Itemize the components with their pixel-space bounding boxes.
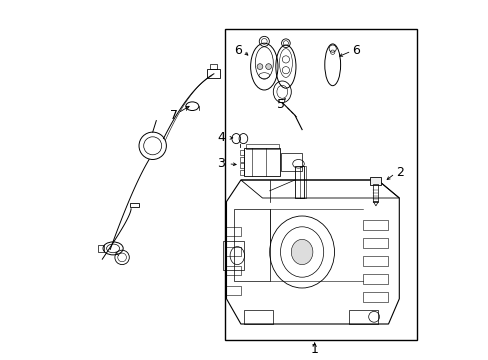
Bar bbox=[226, 286, 241, 295]
Bar bbox=[239, 163, 244, 168]
Bar bbox=[239, 157, 244, 162]
Bar bbox=[223, 241, 244, 270]
Bar bbox=[130, 203, 139, 207]
Ellipse shape bbox=[265, 64, 271, 69]
Bar bbox=[373, 184, 378, 202]
Bar bbox=[246, 144, 278, 149]
Text: 3: 3 bbox=[217, 157, 225, 170]
Text: 1: 1 bbox=[310, 343, 318, 356]
Bar bbox=[294, 166, 303, 198]
Text: 2: 2 bbox=[395, 166, 403, 179]
Bar bbox=[226, 227, 241, 236]
Ellipse shape bbox=[257, 64, 263, 69]
Bar bbox=[363, 256, 387, 266]
Bar bbox=[348, 310, 377, 324]
Text: 4: 4 bbox=[217, 131, 225, 144]
Bar bbox=[300, 166, 305, 198]
Bar bbox=[226, 266, 241, 275]
Text: 5: 5 bbox=[276, 98, 284, 111]
Bar bbox=[226, 247, 241, 256]
Bar bbox=[224, 29, 416, 340]
Text: 6: 6 bbox=[352, 44, 360, 57]
Bar bbox=[239, 170, 244, 175]
Bar bbox=[363, 292, 387, 302]
Bar bbox=[244, 148, 280, 176]
Text: 7: 7 bbox=[170, 109, 178, 122]
Bar bbox=[239, 150, 244, 155]
Bar bbox=[98, 245, 104, 252]
Bar bbox=[244, 310, 273, 324]
Bar bbox=[363, 274, 387, 284]
Bar bbox=[363, 220, 387, 230]
Bar bbox=[363, 238, 387, 248]
Bar bbox=[370, 177, 381, 185]
Bar bbox=[210, 64, 217, 69]
Bar bbox=[280, 153, 302, 171]
Text: 6: 6 bbox=[233, 44, 241, 57]
Ellipse shape bbox=[291, 239, 312, 265]
Bar bbox=[207, 69, 220, 78]
